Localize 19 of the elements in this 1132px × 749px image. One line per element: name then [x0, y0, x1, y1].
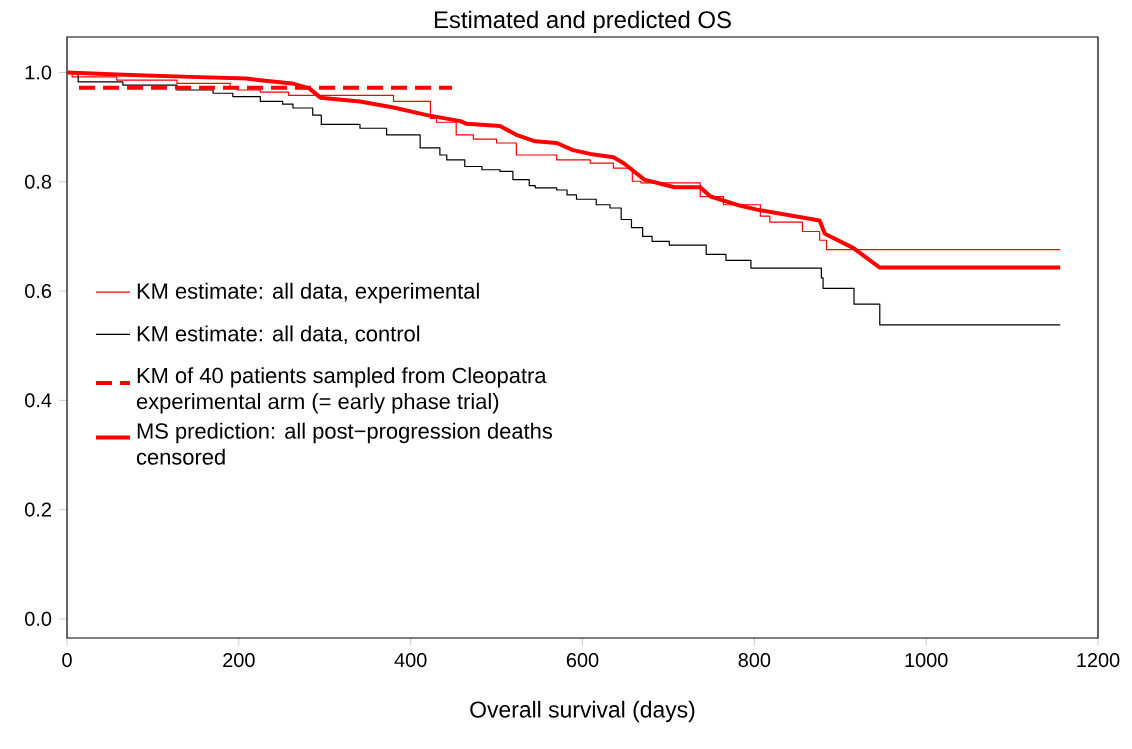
y-tick-label: 0.0 — [25, 611, 52, 626]
y-tick-label: 1.0 — [25, 65, 52, 80]
x-tick-label: 800 — [738, 653, 771, 668]
x-tick-label: 600 — [566, 653, 599, 668]
x-tick-label: 1000 — [905, 653, 948, 668]
x-tick-label: 0 — [62, 653, 72, 668]
legend-label: KM estimate: all data, experimental — [137, 282, 479, 304]
x-tick-label: 200 — [223, 653, 255, 668]
legend-label: KM of 40 patients sampled from Cleopatra experimental arm (= early phase trial) — [136, 367, 547, 414]
legend-label: KM estimate: all data, control — [137, 325, 420, 345]
y-tick-label: 0.2 — [25, 502, 51, 517]
y-tick-label: 0.6 — [25, 284, 52, 299]
x-tick-label: 1200 — [1077, 653, 1120, 668]
y-tick-label: 0.4 — [25, 393, 52, 408]
x-axis-title: Overall survival (days) — [470, 700, 695, 723]
y-tick-label: 0.8 — [25, 174, 52, 189]
legend-label: MS prediction: all post−progression deaths censored — [136, 422, 552, 465]
chart-title: Estimated and predicted OS — [434, 10, 731, 33]
x-tick-label: 400 — [394, 653, 427, 668]
